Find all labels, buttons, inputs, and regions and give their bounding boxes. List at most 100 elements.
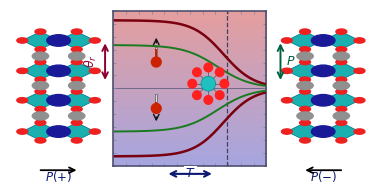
Polygon shape <box>59 32 95 49</box>
Circle shape <box>71 138 82 143</box>
Circle shape <box>215 91 224 100</box>
Polygon shape <box>59 123 95 140</box>
Circle shape <box>318 98 328 103</box>
Circle shape <box>71 77 82 82</box>
Polygon shape <box>59 91 95 109</box>
Circle shape <box>220 79 229 88</box>
Polygon shape <box>22 32 59 49</box>
Circle shape <box>300 107 310 112</box>
Circle shape <box>300 120 310 125</box>
Circle shape <box>336 77 347 82</box>
Circle shape <box>354 68 365 73</box>
Circle shape <box>354 129 365 134</box>
Circle shape <box>300 47 310 52</box>
Circle shape <box>311 35 335 46</box>
Text: $P$: $P$ <box>286 55 295 68</box>
Bar <box>155 47 158 60</box>
Circle shape <box>300 138 310 143</box>
Circle shape <box>90 38 100 43</box>
Circle shape <box>71 120 82 125</box>
Circle shape <box>300 29 310 34</box>
Circle shape <box>71 47 82 52</box>
Circle shape <box>32 52 49 60</box>
Circle shape <box>333 52 350 60</box>
Circle shape <box>336 89 347 94</box>
Circle shape <box>318 129 328 134</box>
Circle shape <box>53 38 64 43</box>
Circle shape <box>32 112 49 120</box>
Circle shape <box>336 138 347 143</box>
Circle shape <box>318 38 328 43</box>
Circle shape <box>318 68 328 73</box>
Circle shape <box>47 95 70 106</box>
Bar <box>155 102 157 106</box>
Circle shape <box>53 129 64 134</box>
Circle shape <box>354 98 365 103</box>
Circle shape <box>201 76 216 91</box>
Circle shape <box>68 82 85 90</box>
Circle shape <box>68 52 85 60</box>
Text: $T$: $T$ <box>185 167 195 180</box>
Circle shape <box>204 63 212 72</box>
Polygon shape <box>59 62 95 80</box>
Circle shape <box>336 59 347 65</box>
Polygon shape <box>287 32 323 49</box>
Circle shape <box>151 103 161 113</box>
Circle shape <box>311 95 335 106</box>
Text: $\theta_r$: $\theta_r$ <box>83 55 99 68</box>
Circle shape <box>35 89 46 94</box>
Circle shape <box>336 120 347 125</box>
Polygon shape <box>287 123 323 140</box>
Circle shape <box>53 98 64 103</box>
Circle shape <box>53 98 64 103</box>
Circle shape <box>47 35 70 46</box>
Polygon shape <box>22 62 59 80</box>
Circle shape <box>35 47 46 52</box>
Circle shape <box>282 68 292 73</box>
Circle shape <box>53 68 64 73</box>
Circle shape <box>318 129 328 134</box>
Circle shape <box>32 82 49 90</box>
Circle shape <box>354 38 365 43</box>
Circle shape <box>300 77 310 82</box>
Circle shape <box>47 65 70 77</box>
Circle shape <box>193 91 201 100</box>
Polygon shape <box>323 62 359 80</box>
Circle shape <box>318 38 328 43</box>
Circle shape <box>336 47 347 52</box>
Circle shape <box>188 79 197 88</box>
Text: $P(-)$: $P(-)$ <box>310 169 337 184</box>
Circle shape <box>151 57 161 67</box>
Circle shape <box>90 68 100 73</box>
Circle shape <box>35 29 46 34</box>
Circle shape <box>282 38 292 43</box>
Circle shape <box>204 95 212 104</box>
Bar <box>155 49 157 60</box>
Circle shape <box>53 38 64 43</box>
Circle shape <box>297 112 313 120</box>
Circle shape <box>90 129 100 134</box>
Circle shape <box>336 107 347 112</box>
Circle shape <box>333 112 350 120</box>
Polygon shape <box>22 91 59 109</box>
Circle shape <box>35 120 46 125</box>
Circle shape <box>333 82 350 90</box>
Circle shape <box>300 89 310 94</box>
Circle shape <box>68 112 85 120</box>
Circle shape <box>53 68 64 73</box>
Circle shape <box>35 77 46 82</box>
Circle shape <box>282 98 292 103</box>
Circle shape <box>17 129 28 134</box>
Polygon shape <box>22 123 59 140</box>
Polygon shape <box>287 62 323 80</box>
Circle shape <box>318 98 328 103</box>
Circle shape <box>336 29 347 34</box>
Circle shape <box>17 38 28 43</box>
Circle shape <box>297 82 313 90</box>
Bar <box>155 94 158 106</box>
Circle shape <box>311 65 335 77</box>
Circle shape <box>47 126 70 137</box>
Text: $P(+)$: $P(+)$ <box>45 169 72 184</box>
Polygon shape <box>323 123 359 140</box>
Circle shape <box>193 68 201 77</box>
